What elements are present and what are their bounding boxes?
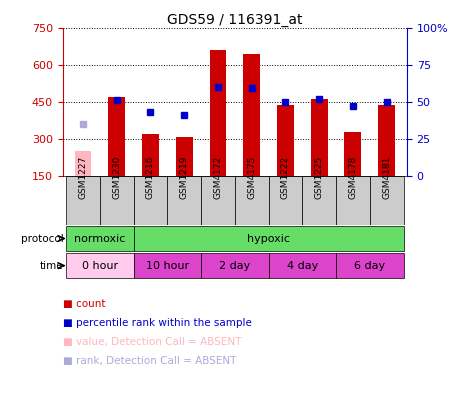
Text: ■ count: ■ count xyxy=(63,299,105,309)
Text: GSM1222: GSM1222 xyxy=(281,156,290,199)
Text: ■ rank, Detection Call = ABSENT: ■ rank, Detection Call = ABSENT xyxy=(63,356,236,366)
FancyBboxPatch shape xyxy=(133,226,404,251)
Text: 2 day: 2 day xyxy=(219,261,251,270)
Text: 0 hour: 0 hour xyxy=(82,261,118,270)
FancyBboxPatch shape xyxy=(336,176,370,225)
Text: protocol: protocol xyxy=(21,234,63,244)
Text: GSM1225: GSM1225 xyxy=(315,156,324,199)
Text: GSM4178: GSM4178 xyxy=(348,156,358,199)
Text: GSM4175: GSM4175 xyxy=(247,156,256,199)
Bar xyxy=(345,132,361,176)
FancyBboxPatch shape xyxy=(370,176,404,225)
Bar xyxy=(176,137,193,176)
FancyBboxPatch shape xyxy=(66,253,133,278)
Text: GSM1230: GSM1230 xyxy=(112,156,121,199)
Text: GSM1216: GSM1216 xyxy=(146,156,155,199)
FancyBboxPatch shape xyxy=(302,176,336,225)
FancyBboxPatch shape xyxy=(201,176,235,225)
Text: ■ value, Detection Call = ABSENT: ■ value, Detection Call = ABSENT xyxy=(63,337,241,347)
Text: hypoxic: hypoxic xyxy=(247,234,290,244)
Title: GDS59 / 116391_at: GDS59 / 116391_at xyxy=(167,13,303,27)
Bar xyxy=(210,50,226,176)
FancyBboxPatch shape xyxy=(133,253,201,278)
FancyBboxPatch shape xyxy=(100,176,133,225)
Text: 4 day: 4 day xyxy=(286,261,318,270)
FancyBboxPatch shape xyxy=(66,226,133,251)
Text: 6 day: 6 day xyxy=(354,261,385,270)
Text: time: time xyxy=(40,261,63,270)
FancyBboxPatch shape xyxy=(133,176,167,225)
Bar xyxy=(243,53,260,176)
Bar xyxy=(378,105,395,176)
FancyBboxPatch shape xyxy=(201,253,269,278)
Bar xyxy=(277,105,294,176)
Text: GSM1227: GSM1227 xyxy=(79,156,87,199)
Text: 10 hour: 10 hour xyxy=(146,261,189,270)
Text: GSM4181: GSM4181 xyxy=(382,156,391,199)
FancyBboxPatch shape xyxy=(235,176,269,225)
Bar xyxy=(311,99,328,176)
Text: normoxic: normoxic xyxy=(74,234,126,244)
FancyBboxPatch shape xyxy=(167,176,201,225)
FancyBboxPatch shape xyxy=(269,176,302,225)
FancyBboxPatch shape xyxy=(269,253,336,278)
Text: GSM1219: GSM1219 xyxy=(179,156,189,199)
Bar xyxy=(108,97,125,176)
FancyBboxPatch shape xyxy=(336,253,404,278)
Bar xyxy=(74,151,92,176)
Bar xyxy=(142,134,159,176)
Text: GSM4172: GSM4172 xyxy=(213,156,222,199)
FancyBboxPatch shape xyxy=(66,176,100,225)
Text: ■ percentile rank within the sample: ■ percentile rank within the sample xyxy=(63,318,252,328)
